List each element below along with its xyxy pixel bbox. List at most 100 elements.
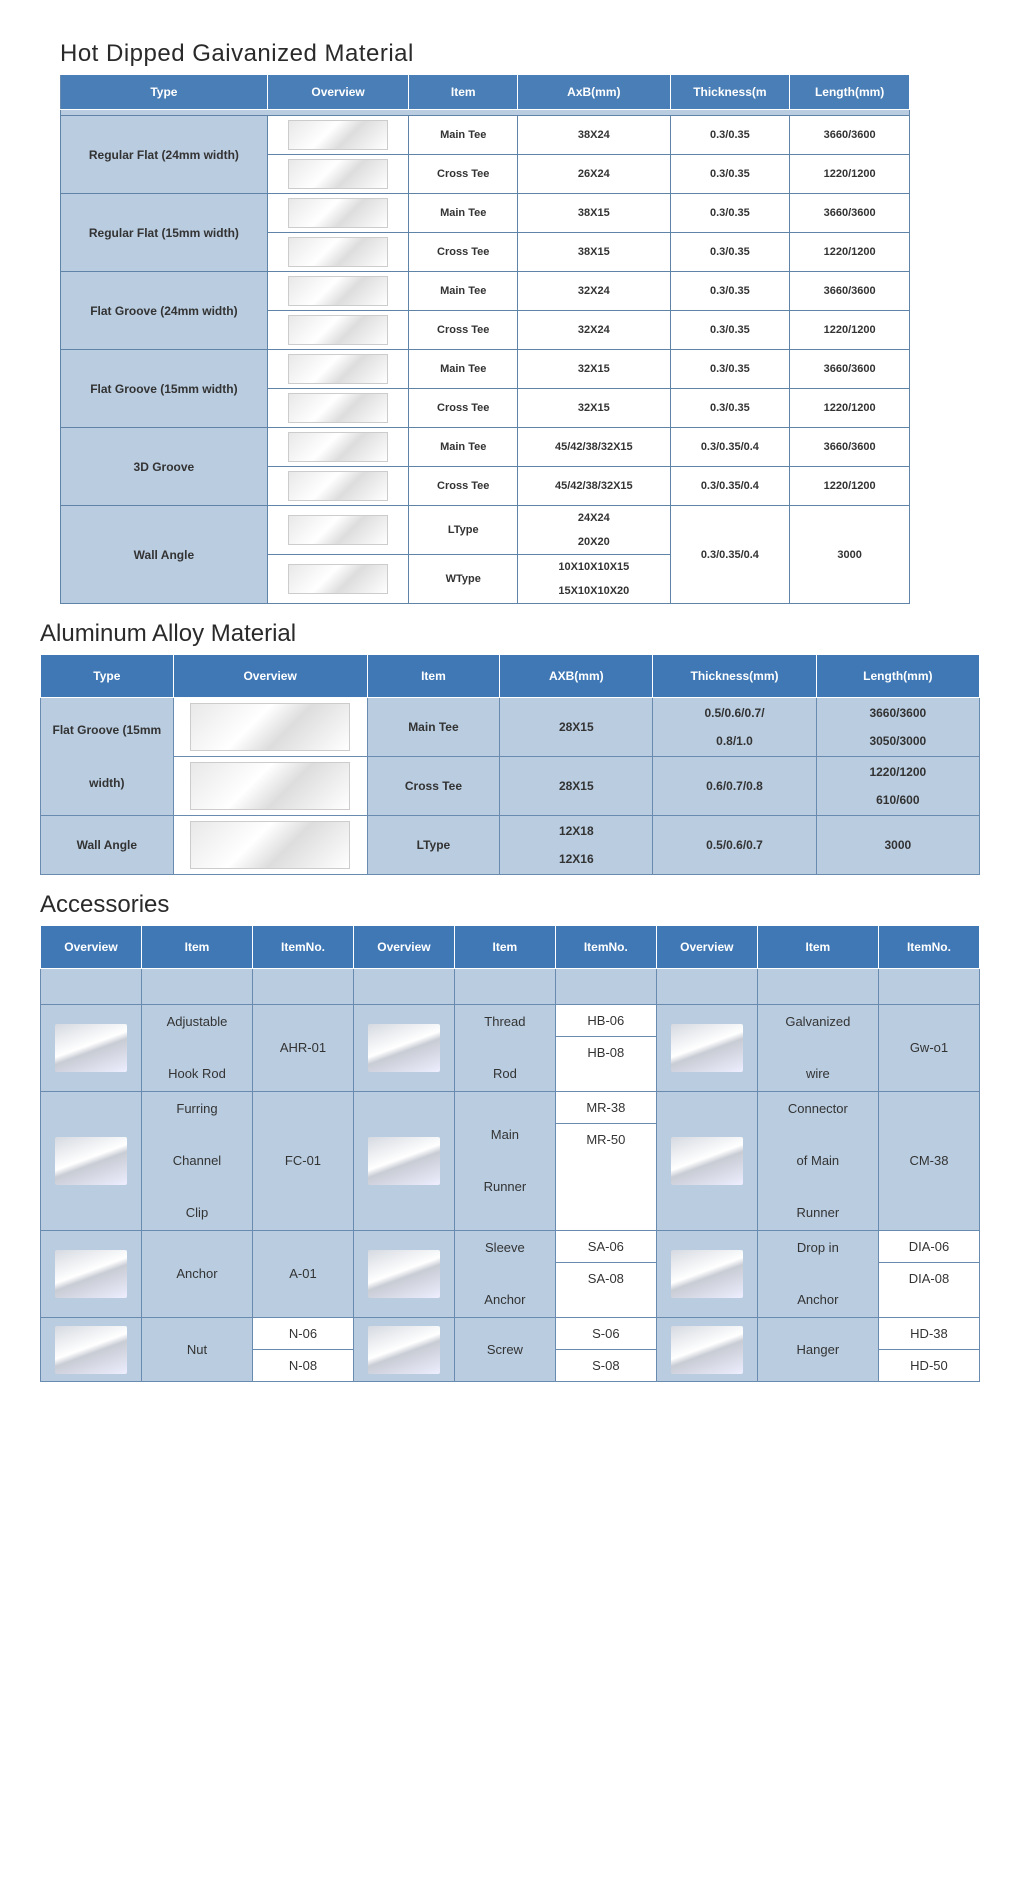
overview-thumb	[267, 116, 409, 155]
overview-thumb	[267, 155, 409, 194]
cell-item: Cross Tee	[409, 155, 518, 194]
cell-thickness: 0.3/0.35/0.4	[670, 506, 790, 604]
overview-thumb	[173, 757, 367, 816]
cell-item: Galvanizedwire	[757, 1005, 878, 1092]
overview-thumb	[267, 350, 409, 389]
cell-item: Nut	[141, 1318, 252, 1382]
section-title-accessories: Accessories	[40, 891, 989, 919]
cell-thickness: 0.6/0.7/0.8	[653, 757, 816, 816]
cell-item: Cross Tee	[409, 233, 518, 272]
cell-len: 3660/3600	[790, 272, 910, 311]
col-itemno: ItemNo.	[878, 926, 979, 969]
section-title-galvanized: Hot Dipped Gaivanized Material	[60, 40, 989, 68]
cell-axb: 32X15	[518, 350, 670, 389]
cell-axb: 24X2420X20	[518, 506, 670, 555]
type-cell: Wall Angle	[61, 506, 268, 604]
cell-len: 3660/3600	[790, 116, 910, 155]
cell-axb: 32X15	[518, 389, 670, 428]
cell-item: Anchor	[141, 1231, 252, 1318]
cell-itemno: AHR-01	[253, 1005, 354, 1092]
cell-item: Main Tee	[409, 350, 518, 389]
cell-axb: 45/42/38/32X15	[518, 467, 670, 506]
cell-thickness: 0.5/0.6/0.7	[653, 816, 816, 875]
cell-length: 3000	[790, 506, 910, 604]
cell-axb: 26X24	[518, 155, 670, 194]
col-itemno: ItemNo.	[555, 926, 656, 969]
type-cell: 3D Groove	[61, 428, 268, 506]
cell-item: Drop inAnchor	[757, 1231, 878, 1318]
cell-item: Cross Tee	[409, 311, 518, 350]
col-overview: Overview	[353, 926, 454, 969]
overview-thumb	[267, 311, 409, 350]
col-item: Item	[367, 655, 500, 698]
overview-thumb	[41, 1005, 142, 1092]
cell-item: Hanger	[757, 1318, 878, 1382]
cell-itemno: S-06S-08	[555, 1318, 656, 1382]
cell-item: Main Tee	[409, 116, 518, 155]
cell-item: Cross Tee	[367, 757, 500, 816]
cell-itemno: DIA-06DIA-08	[878, 1231, 979, 1318]
overview-thumb	[656, 1092, 757, 1231]
cell-itemno: CM-38	[878, 1092, 979, 1231]
col-overview: Overview	[173, 655, 367, 698]
cell-item: LType	[409, 506, 518, 555]
cell-axb: 28X15	[500, 698, 653, 757]
cell-th: 0.3/0.35	[670, 389, 790, 428]
cell-item: Main Tee	[409, 428, 518, 467]
cell-th: 0.3/0.35	[670, 116, 790, 155]
overview-thumb	[267, 389, 409, 428]
table-head: Type Overview Item AxB(mm) Thickness(m L…	[61, 75, 910, 110]
type-cell: Flat Groove (24mm width)	[61, 272, 268, 350]
overview-thumb	[353, 1005, 454, 1092]
col-item: Item	[757, 926, 878, 969]
cell-itemno: N-06N-08	[253, 1318, 354, 1382]
type-cell: Wall Angle	[41, 816, 174, 875]
cell-th: 0.3/0.35	[670, 233, 790, 272]
type-cell: Regular Flat (15mm width)	[61, 194, 268, 272]
section-title-aluminum: Aluminum Alloy Material	[40, 620, 989, 648]
col-itemno: ItemNo.	[253, 926, 354, 969]
type-cell: Regular Flat (24mm width)	[61, 116, 268, 194]
overview-thumb	[267, 272, 409, 311]
cell-item: Main Tee	[367, 698, 500, 757]
overview-thumb	[267, 506, 409, 555]
cell-len: 1220/1200	[790, 467, 910, 506]
cell-len: 1220/1200	[790, 311, 910, 350]
table-aluminum: Type Overview Item AXB(mm) Thickness(mm)…	[40, 654, 980, 875]
cell-itemno: A-01	[253, 1231, 354, 1318]
overview-thumb	[353, 1092, 454, 1231]
cell-axb: 38X15	[518, 233, 670, 272]
cell-len: 1220/1200	[790, 155, 910, 194]
overview-thumb	[656, 1318, 757, 1382]
cell-item: Cross Tee	[409, 467, 518, 506]
cell-itemno: HD-38HD-50	[878, 1318, 979, 1382]
cell-axb: 10X10X10X1515X10X10X20	[518, 555, 670, 604]
overview-thumb	[173, 816, 367, 875]
overview-thumb	[656, 1005, 757, 1092]
cell-axb: 38X15	[518, 194, 670, 233]
overview-thumb	[267, 233, 409, 272]
cell-len: 1220/1200	[790, 233, 910, 272]
col-overview: Overview	[656, 926, 757, 969]
col-item: Item	[454, 926, 555, 969]
cell-itemno: FC-01	[253, 1092, 354, 1231]
overview-thumb	[656, 1231, 757, 1318]
overview-thumb	[41, 1318, 142, 1382]
col-axb: AXB(mm)	[500, 655, 653, 698]
cell-item: ThreadRod	[454, 1005, 555, 1092]
cell-length: 1220/1200610/600	[816, 757, 979, 816]
cell-itemno: HB-06HB-08	[555, 1005, 656, 1092]
cell-th: 0.3/0.35	[670, 350, 790, 389]
cell-th: 0.3/0.35	[670, 194, 790, 233]
overview-thumb	[353, 1318, 454, 1382]
overview-thumb	[41, 1092, 142, 1231]
col-overview: Overview	[267, 75, 409, 110]
cell-item: MainRunner	[454, 1092, 555, 1231]
cell-item: LType	[367, 816, 500, 875]
cell-length: 3000	[816, 816, 979, 875]
overview-thumb	[267, 428, 409, 467]
col-type: Type	[41, 655, 174, 698]
cell-length: 3660/36003050/3000	[816, 698, 979, 757]
cell-len: 3660/3600	[790, 194, 910, 233]
cell-th: 0.3/0.35	[670, 155, 790, 194]
